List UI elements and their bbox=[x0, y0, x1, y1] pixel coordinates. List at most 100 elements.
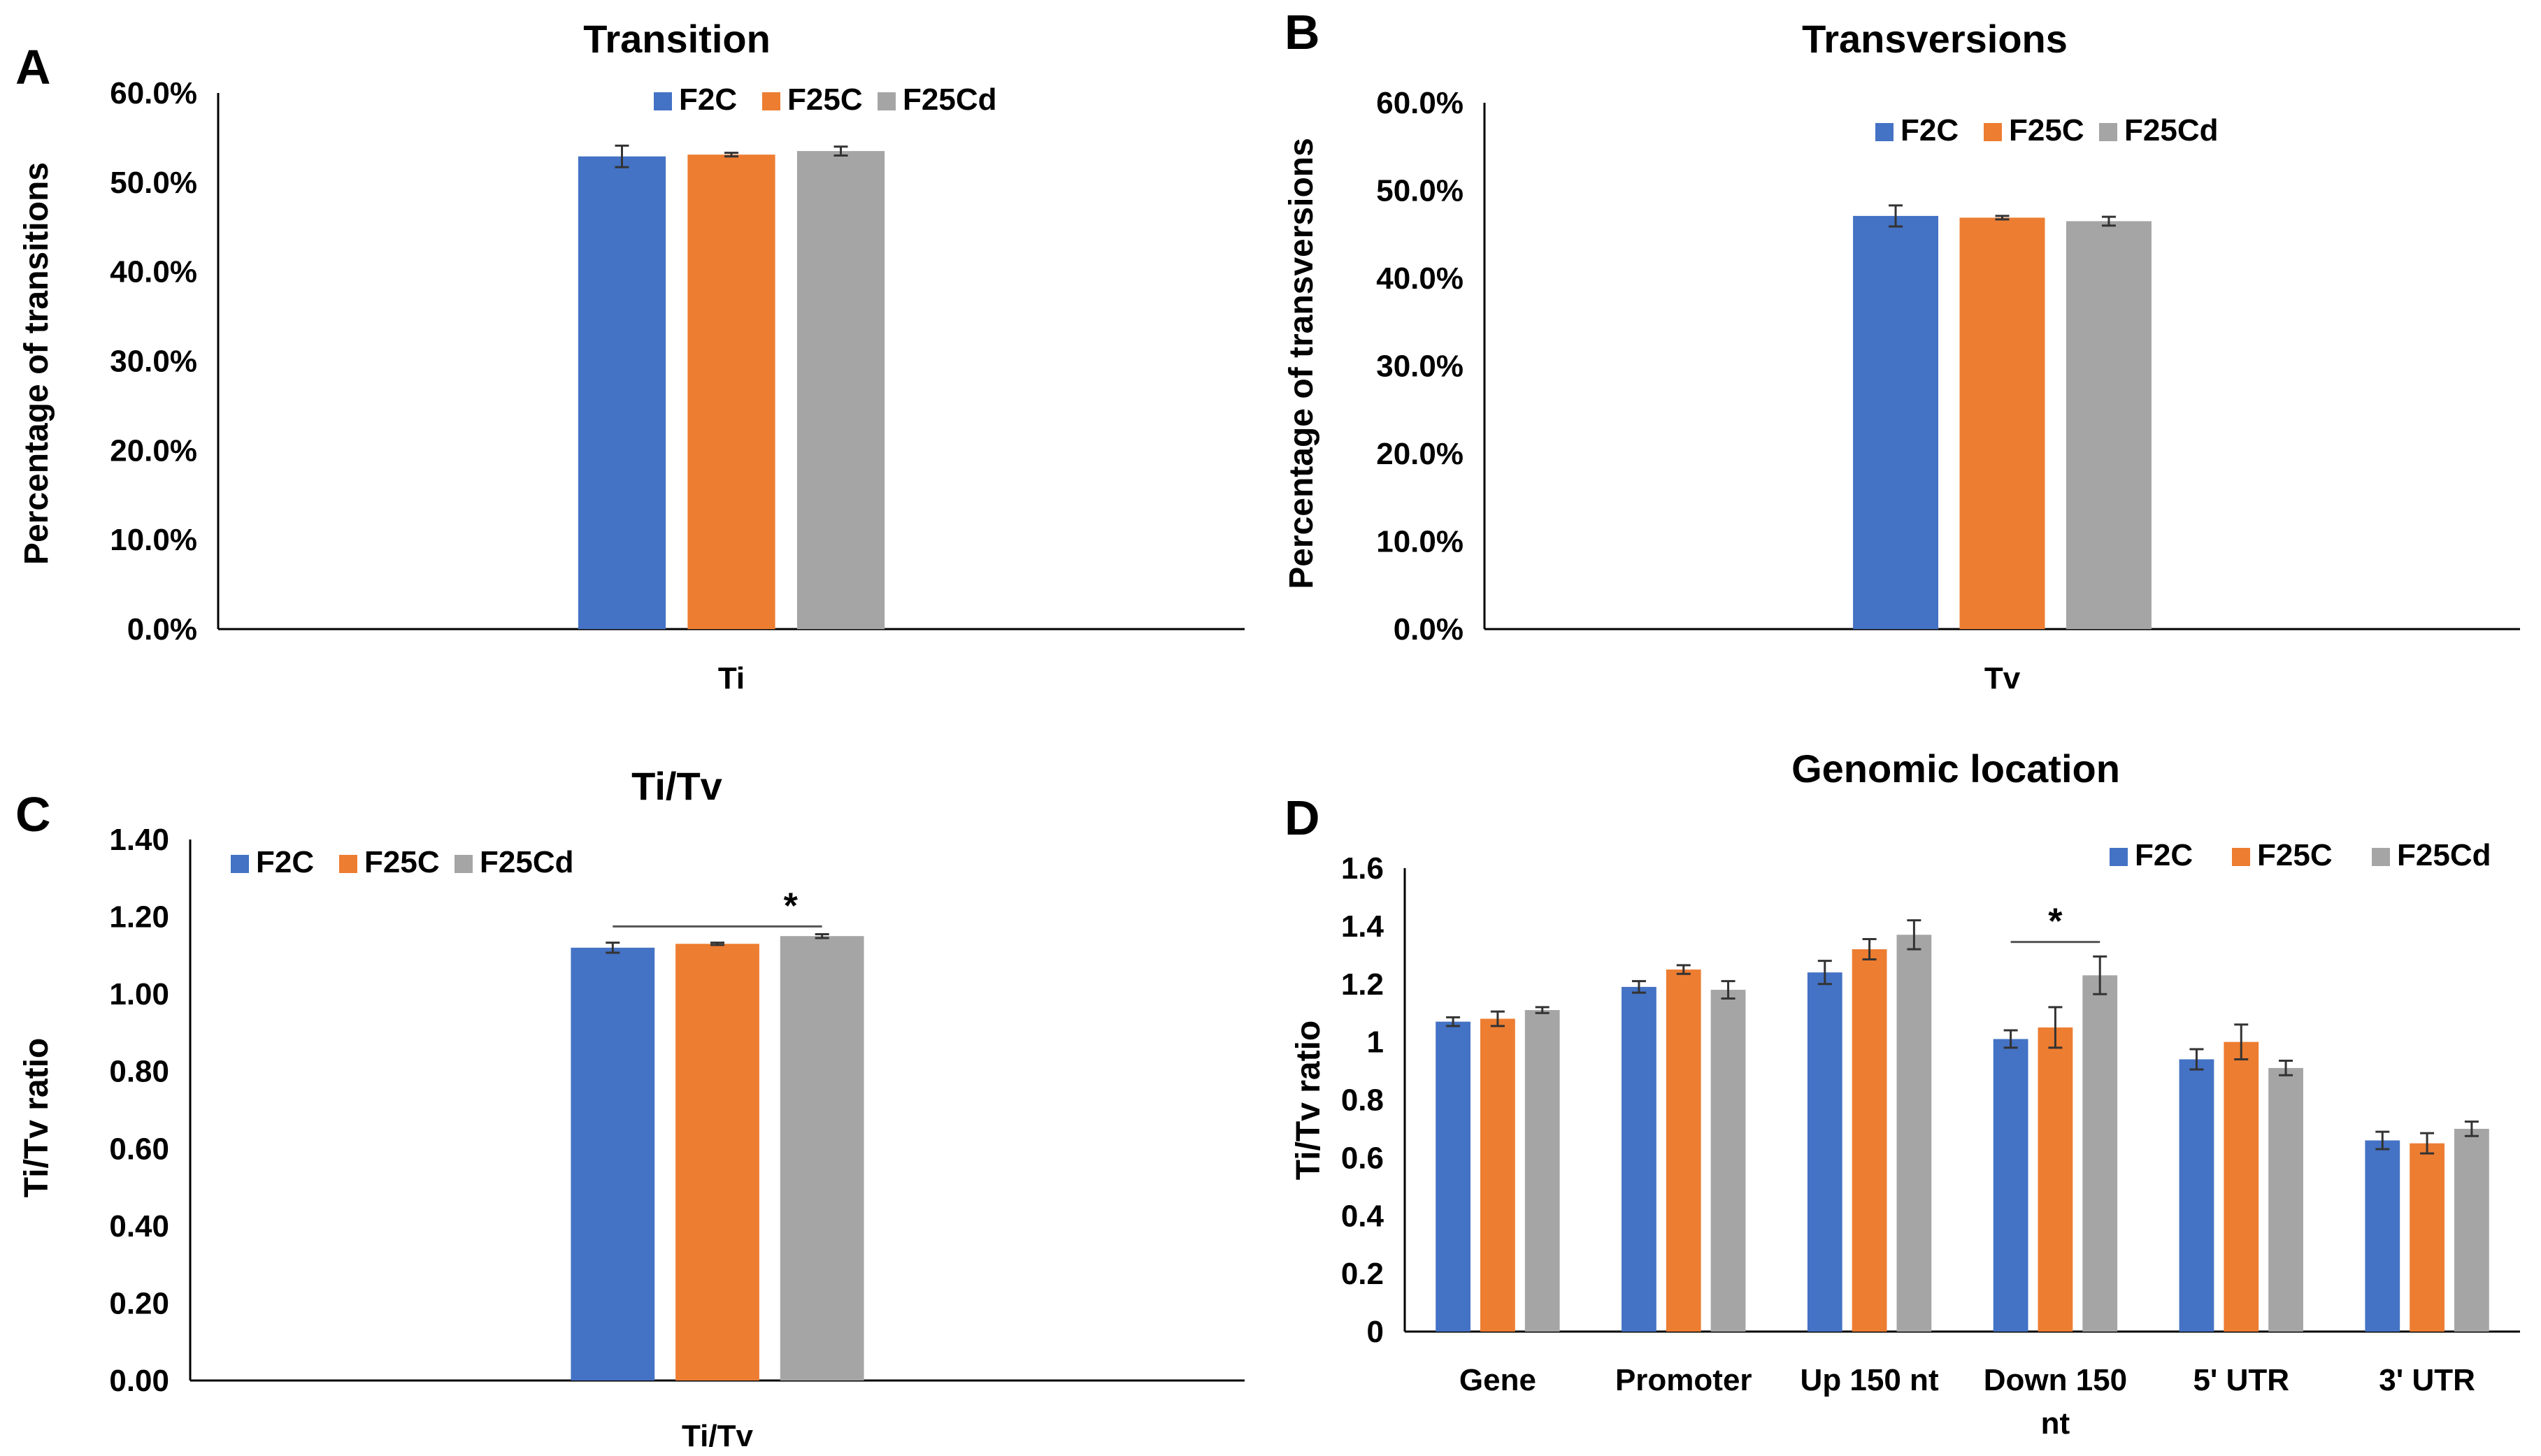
significance-marker: * bbox=[784, 886, 799, 926]
y-tick-label: 0.80 bbox=[109, 1055, 169, 1089]
bar-f25c-2 bbox=[1852, 949, 1887, 1332]
legend-swatch-f25cd bbox=[878, 92, 896, 110]
y-tick-label: 0.8 bbox=[1341, 1083, 1384, 1118]
y-tick-label: 50.0% bbox=[110, 166, 197, 200]
y-axis-label: Percentage of transversions bbox=[1283, 138, 1320, 589]
x-tick-label: 5' UTR bbox=[2193, 1363, 2289, 1397]
y-tick-label: 20.0% bbox=[1376, 437, 1463, 471]
bar-f25cd-2 bbox=[1896, 935, 1932, 1332]
x-tick-label: 3' UTR bbox=[2379, 1363, 2475, 1397]
bar-f25c-0 bbox=[675, 944, 759, 1381]
bar-f25cd-0 bbox=[2066, 221, 2152, 629]
legend-swatch-f25cd bbox=[2099, 123, 2117, 141]
y-tick-label: 50.0% bbox=[1376, 174, 1463, 208]
y-tick-label: 0.00 bbox=[109, 1364, 169, 1398]
bar-f25cd-0 bbox=[780, 936, 864, 1381]
y-tick-label: 1.4 bbox=[1341, 909, 1384, 944]
panel-letter: D bbox=[1284, 791, 1320, 845]
legend-swatch-f25c bbox=[1984, 123, 2002, 141]
y-tick-label: 1 bbox=[1367, 1025, 1384, 1060]
legend-swatch-f2c bbox=[1875, 123, 1894, 141]
legend-swatch-f25c bbox=[339, 855, 357, 873]
legend-label-f25cd: F25Cd bbox=[480, 845, 573, 879]
bar-f25cd-5 bbox=[2454, 1128, 2489, 1332]
chart-title: Ti/Tv bbox=[631, 764, 722, 808]
bar-f25cd-0 bbox=[796, 151, 885, 629]
legend-label-f2c: F2C bbox=[2135, 838, 2193, 872]
legend-label-f25cd: F25Cd bbox=[2124, 113, 2218, 147]
bar-f25c-0 bbox=[1480, 1018, 1515, 1332]
y-tick-label: 0.0% bbox=[1394, 612, 1463, 647]
legend-label-f25c: F25C bbox=[2009, 113, 2084, 147]
bar-f2c-5 bbox=[2365, 1140, 2400, 1332]
legend-label-f25c: F25C bbox=[364, 845, 440, 879]
y-tick-label: 0.6 bbox=[1341, 1141, 1384, 1175]
bar-f25cd-3 bbox=[2082, 975, 2118, 1332]
y-tick-label: 1.00 bbox=[109, 977, 169, 1011]
legend-swatch-f25c bbox=[2232, 848, 2250, 866]
x-tick-label: Up 150 nt bbox=[1801, 1363, 1939, 1397]
y-tick-label: 30.0% bbox=[110, 345, 197, 379]
legend-label-f25cd: F25Cd bbox=[903, 82, 996, 117]
y-tick-label: 1.40 bbox=[109, 823, 169, 857]
chart-d: D Genomic location Ti/Tv ratio 0 0.2 0.4 0.6 0.… bbox=[1284, 747, 2520, 1441]
significance-marker: * bbox=[2048, 902, 2063, 942]
bar-f25c-0 bbox=[1959, 217, 2045, 629]
y-tick-label: 0.40 bbox=[109, 1209, 169, 1244]
chart-title: Genomic location bbox=[1791, 747, 2120, 791]
legend-swatch-f2c bbox=[654, 92, 672, 110]
panel-letter: C bbox=[15, 787, 51, 842]
bar-f2c-0 bbox=[578, 156, 666, 630]
panel-letter: B bbox=[1284, 5, 1320, 59]
legend-swatch-f25c bbox=[762, 92, 780, 110]
y-tick-label: 40.0% bbox=[1376, 261, 1463, 296]
chart-c: C Ti/Tv Ti/Tv ratio 0.00 0.20 0.40 0.60 0.80 1.0… bbox=[15, 764, 1245, 1453]
y-tick-label: 0 bbox=[1367, 1315, 1384, 1349]
y-tick-label: 10.0% bbox=[1376, 525, 1463, 559]
bar-f2c-0 bbox=[571, 947, 655, 1381]
legend-label-f25c: F25C bbox=[2257, 838, 2333, 872]
x-tick-label-line: nt bbox=[2041, 1406, 2070, 1441]
y-tick-label: 0.0% bbox=[127, 612, 197, 647]
bar-f2c-4 bbox=[2179, 1059, 2214, 1332]
chart-a: A Transition Percentage of transitions 0.0%… bbox=[15, 17, 1245, 695]
bar-f25c-3 bbox=[2038, 1027, 2073, 1332]
legend-swatch-f25cd bbox=[2372, 848, 2390, 866]
legend-swatch-f2c bbox=[2110, 848, 2128, 866]
legend-swatch-f2c bbox=[231, 855, 249, 873]
bar-f2c-0 bbox=[1436, 1021, 1470, 1332]
y-tick-label: 1.20 bbox=[109, 900, 169, 935]
bar-f25c-1 bbox=[1666, 970, 1701, 1332]
panel-c: C Ti/Tv Ti/Tv ratio 0.00 0.20 0.40 0.60 0.80 1.0… bbox=[0, 726, 1270, 1453]
bar-f25cd-0 bbox=[1524, 1010, 1560, 1332]
panel-b: B Transversions Percentage of transversion… bbox=[1270, 0, 2541, 726]
chart-title: Transversions bbox=[1802, 17, 2068, 61]
x-tick-label: Ti/Tv bbox=[682, 1419, 753, 1453]
bar-f25c-4 bbox=[2224, 1041, 2259, 1332]
x-tick-label: Tv bbox=[1984, 661, 2021, 695]
bar-f25cd-1 bbox=[1710, 990, 1746, 1332]
bar-f25c-5 bbox=[2410, 1143, 2445, 1332]
y-tick-label: 1.2 bbox=[1341, 967, 1384, 1002]
chart-title: Transition bbox=[583, 17, 771, 61]
x-tick-label: Promoter bbox=[1615, 1363, 1752, 1397]
legend-label-f25c: F25C bbox=[787, 82, 863, 117]
y-tick-label: 0.60 bbox=[109, 1132, 169, 1166]
y-tick-label: 10.0% bbox=[110, 523, 197, 557]
y-tick-label: 0.2 bbox=[1341, 1257, 1384, 1291]
bar-f2c-2 bbox=[1807, 972, 1842, 1332]
x-tick-label: Gene bbox=[1459, 1363, 1536, 1397]
bar-f2c-3 bbox=[1993, 1039, 2028, 1332]
legend-label-f25cd: F25Cd bbox=[2397, 838, 2491, 872]
y-tick-label: 60.0% bbox=[110, 76, 197, 110]
y-tick-label: 1.6 bbox=[1341, 851, 1384, 886]
y-tick-label: 40.0% bbox=[110, 255, 197, 289]
y-tick-label: 20.0% bbox=[110, 433, 197, 468]
legend-label-f2c: F2C bbox=[256, 845, 314, 879]
bar-f25c-0 bbox=[687, 154, 775, 629]
chart-b: B Transversions Percentage of transversion… bbox=[1283, 5, 2520, 695]
x-tick-label: Ti bbox=[718, 661, 745, 695]
y-axis-label: Ti/Tv ratio bbox=[1290, 1021, 1327, 1181]
bar-f25cd-4 bbox=[2268, 1067, 2303, 1332]
y-tick-label: 60.0% bbox=[1376, 86, 1463, 120]
